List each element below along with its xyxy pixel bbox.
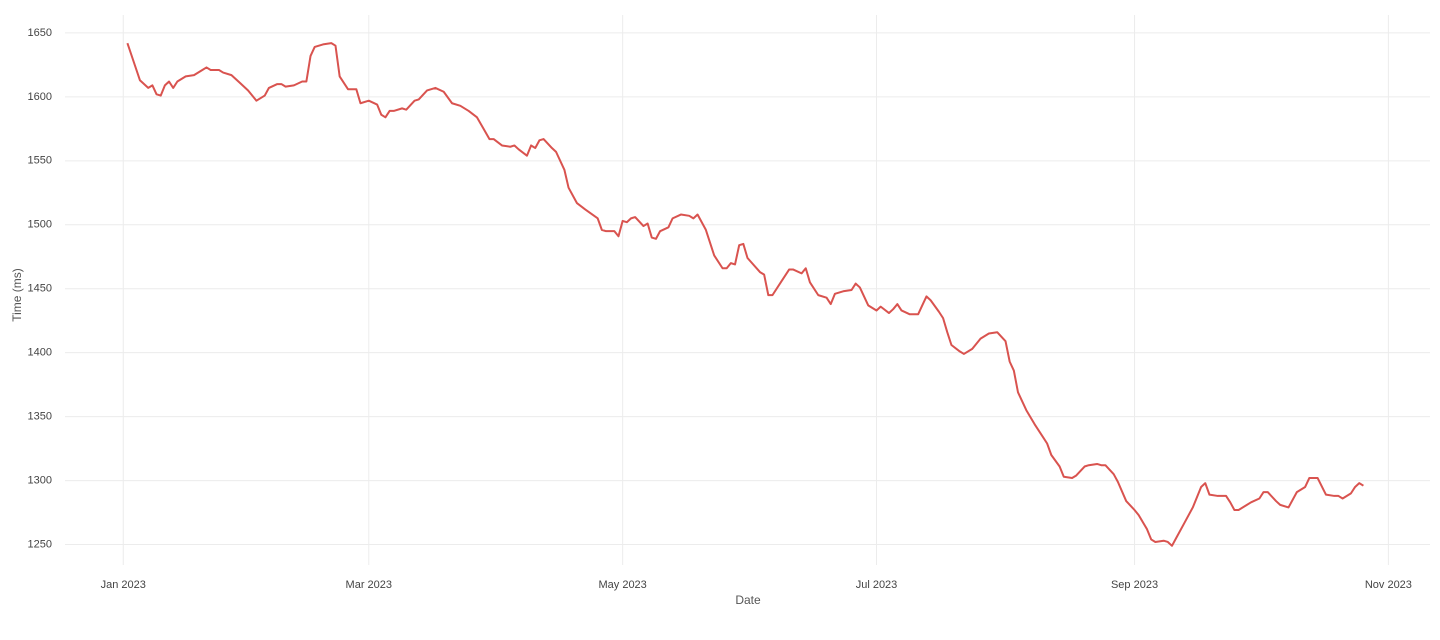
- y-tick-label: 1500: [28, 219, 52, 231]
- y-tick-label: 1400: [28, 347, 52, 359]
- y-axis-title: Time (ms): [10, 268, 24, 322]
- y-tick-label: 1350: [28, 411, 52, 423]
- x-tick-label: Sep 2023: [1111, 579, 1158, 591]
- data-line: [126, 42, 1364, 547]
- x-tick-label: Jul 2023: [856, 579, 898, 591]
- y-tick-label: 1300: [28, 474, 52, 486]
- x-tick-label: May 2023: [598, 579, 646, 591]
- y-tick-label: 1450: [28, 283, 52, 295]
- y-tick-label: 1650: [28, 27, 52, 39]
- x-tick-label: Jan 2023: [101, 579, 146, 591]
- y-tick-label: 1250: [28, 538, 52, 550]
- x-axis-title: Date: [735, 593, 761, 607]
- y-tick-label: 1600: [28, 91, 52, 103]
- x-tick-label: Mar 2023: [346, 579, 392, 591]
- x-tick-label: Nov 2023: [1365, 579, 1412, 591]
- y-tick-label: 1550: [28, 155, 52, 167]
